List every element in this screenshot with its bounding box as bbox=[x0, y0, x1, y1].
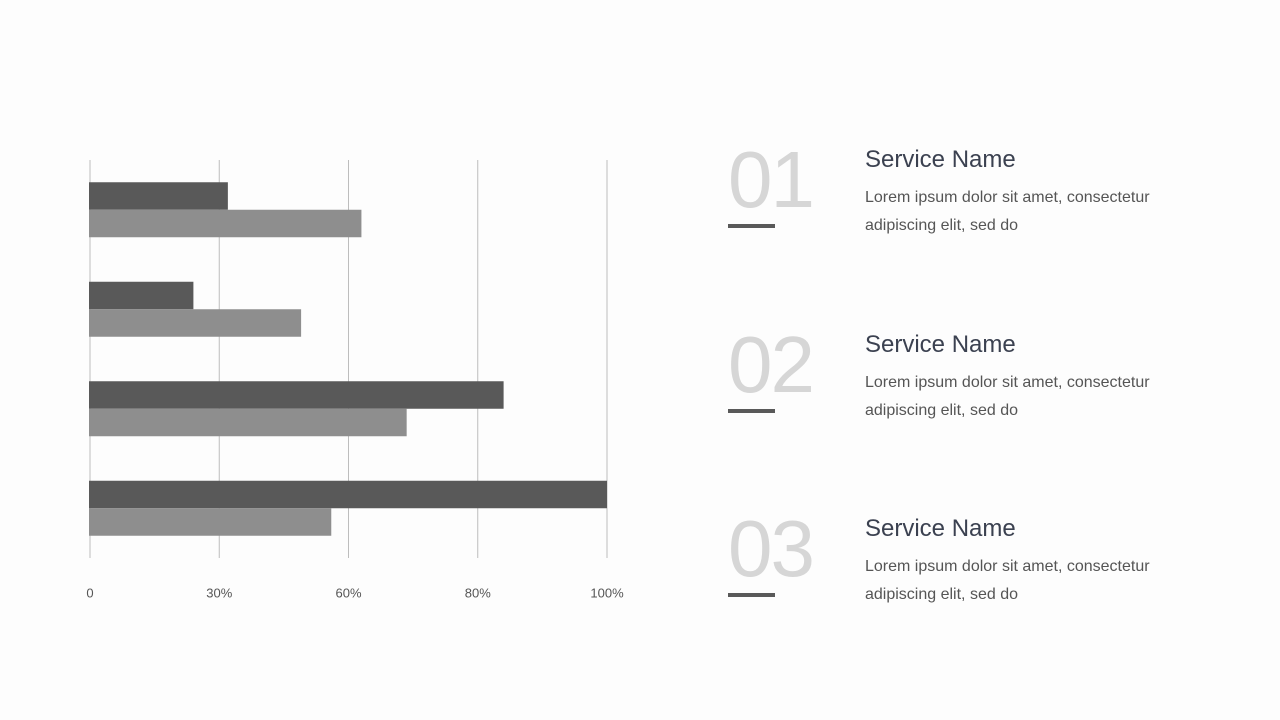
service-number: 03 bbox=[728, 504, 815, 593]
underline bbox=[728, 593, 775, 597]
service-number: 02 bbox=[728, 320, 815, 409]
service-item: 02 Service Name Lorem ipsum dolor sit amet… bbox=[728, 320, 1188, 491]
service-text: Lorem ipsum dolor sit amet, consectetur … bbox=[865, 189, 1150, 234]
service-text: Lorem ipsum dolor sit amet, consectetur … bbox=[865, 374, 1150, 419]
x-tick-label: 30% bbox=[206, 585, 232, 600]
bar-chart: 0 30% 60% 80% 100% bbox=[86, 160, 624, 600]
bar bbox=[89, 281, 194, 310]
bar bbox=[89, 408, 407, 437]
service-title: Service Name bbox=[865, 146, 1016, 173]
service-text: Lorem ipsum dolor sit amet, consectetur … bbox=[865, 558, 1150, 603]
x-tick-label: 80% bbox=[465, 585, 491, 600]
service-item: 03 Service Name Lorem ipsum dolor sit amet… bbox=[728, 504, 1188, 675]
bar bbox=[89, 182, 228, 210]
bar bbox=[89, 508, 332, 536]
bar bbox=[89, 209, 362, 238]
service-number: 01 bbox=[728, 135, 815, 224]
x-tick-label: 60% bbox=[335, 585, 361, 600]
underline bbox=[728, 409, 775, 413]
underline bbox=[728, 224, 775, 228]
x-tick-label: 0 bbox=[86, 585, 93, 600]
service-title: Service Name bbox=[865, 331, 1016, 358]
service-title: Service Name bbox=[865, 515, 1016, 542]
service-item: 01 Service Name Lorem ipsum dolor sit amet… bbox=[728, 135, 1188, 306]
bar bbox=[89, 309, 302, 337]
bar bbox=[89, 480, 607, 509]
bar bbox=[89, 381, 504, 409]
x-tick-label: 100% bbox=[590, 585, 624, 600]
